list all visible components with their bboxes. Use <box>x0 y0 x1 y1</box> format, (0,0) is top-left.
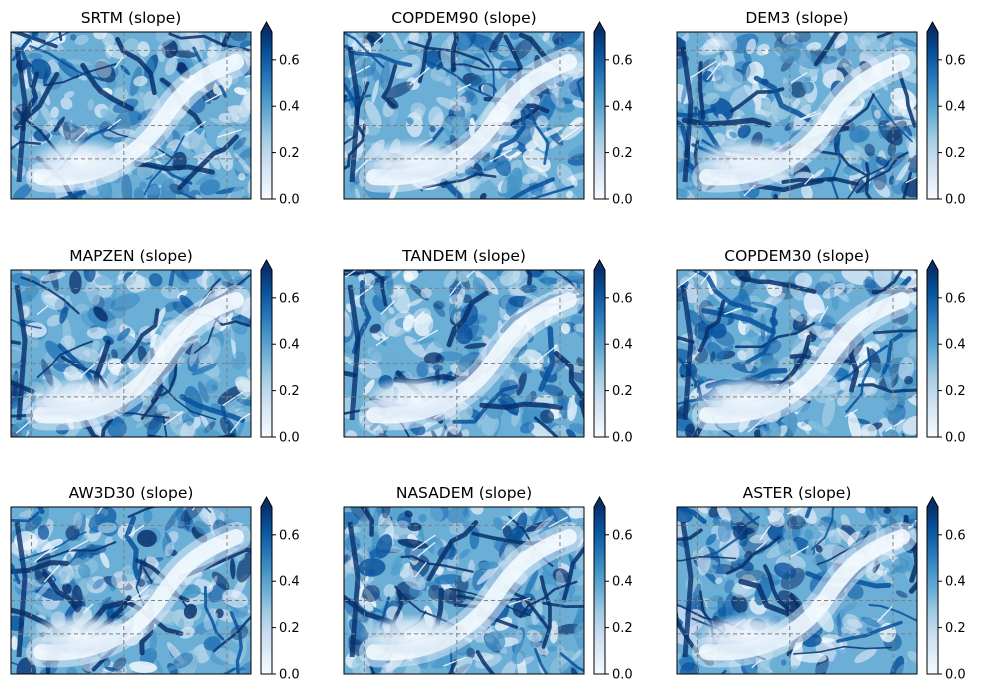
colorbar-tick-label: 0.4 <box>612 575 633 590</box>
panel-copdem90: COPDEM90 (slope) 0.0 0.2 0.4 0.6 <box>343 9 633 208</box>
axes-frame <box>10 269 252 438</box>
axes-frame <box>676 31 918 200</box>
colorbar-extend-arrow <box>927 22 938 32</box>
panel-aster: ASTER (slope) 0.0 0.2 0.4 0.6 <box>676 484 966 683</box>
axes-frame <box>10 31 252 200</box>
colorbar-extend-arrow <box>927 260 938 270</box>
colorbar: 0.0 0.2 0.4 0.6 <box>926 258 966 446</box>
colorbar-tick-label: 0.4 <box>279 100 300 115</box>
panel-srtm: SRTM (slope) 0.0 0.2 0.4 0.6 <box>10 9 300 208</box>
panel-mapzen: MAPZEN (slope) 0.0 0.2 0.4 0.6 <box>10 247 300 446</box>
colorbar-extend-arrow <box>261 260 272 270</box>
colorbar-tick-label: 0.6 <box>279 53 300 68</box>
panel-title: MAPZEN (slope) <box>69 247 193 265</box>
colorbar-tick-label: 0.2 <box>945 384 966 399</box>
colorbar: 0.0 0.2 0.4 0.6 <box>260 258 300 446</box>
panel-title: TANDEM (slope) <box>401 247 526 265</box>
colorbar-tick-label: 0.2 <box>612 384 633 399</box>
axes-frame <box>676 269 918 438</box>
axes-frame <box>10 506 252 675</box>
slope-heatmap <box>344 270 584 437</box>
colorbar-tick-label: 0.6 <box>612 291 633 306</box>
colorbar: 0.0 0.2 0.4 0.6 <box>926 495 966 683</box>
slope-heatmap <box>344 32 584 199</box>
colorbar-tick-label: 0.2 <box>612 621 633 636</box>
colorbar-tick-label: 0.2 <box>612 146 633 161</box>
colorbar-extend-arrow <box>927 497 938 507</box>
panel-title: NASADEM (slope) <box>396 484 532 502</box>
panel-title: AW3D30 (slope) <box>69 484 194 502</box>
colorbar-tick-label: 0.2 <box>945 146 966 161</box>
colorbar-tick-label: 0.0 <box>612 431 633 446</box>
axes-frame <box>343 506 585 675</box>
panel-aw3d30: AW3D30 (slope) 0.0 0.2 0.4 0.6 <box>10 484 300 683</box>
colorbar-tick-label: 0.0 <box>279 431 300 446</box>
colorbar-tick-label: 0.2 <box>279 384 300 399</box>
colorbar-tick-label: 0.4 <box>945 338 966 353</box>
colorbar-tick-label: 0.0 <box>279 193 300 208</box>
colorbar-extend-arrow <box>594 497 605 507</box>
colorbar-tick-label: 0.0 <box>612 193 633 208</box>
colorbar-tick-label: 0.6 <box>945 528 966 543</box>
panel-tandem: TANDEM (slope) 0.0 0.2 0.4 0.6 <box>343 247 633 446</box>
panel-title: ASTER (slope) <box>743 484 852 502</box>
colorbar-tick-label: 0.4 <box>279 575 300 590</box>
colorbar-extend-arrow <box>261 22 272 32</box>
colorbar-extend-arrow <box>594 260 605 270</box>
colorbar-tick-label: 0.6 <box>279 291 300 306</box>
colorbar-tick-label: 0.6 <box>945 53 966 68</box>
colorbar-extend-arrow <box>261 497 272 507</box>
colorbar-tick-label: 0.2 <box>279 621 300 636</box>
panel-copdem30: COPDEM30 (slope) 0.0 0.2 0.4 0.6 <box>676 247 966 446</box>
panel-title: COPDEM90 (slope) <box>391 9 536 27</box>
panel-title: COPDEM30 (slope) <box>724 247 869 265</box>
colorbar: 0.0 0.2 0.4 0.6 <box>593 258 633 446</box>
colorbar-tick-label: 0.0 <box>279 668 300 683</box>
colorbar-tick-label: 0.0 <box>612 668 633 683</box>
colorbar-tick-label: 0.6 <box>612 528 633 543</box>
colorbar-tick-label: 0.6 <box>279 528 300 543</box>
slope-heatmap <box>11 32 251 199</box>
axes-frame <box>676 506 918 675</box>
slope-heatmap <box>11 507 251 674</box>
colorbar-tick-label: 0.4 <box>612 338 633 353</box>
colorbar-tick-label: 0.4 <box>612 100 633 115</box>
slope-heatmap <box>677 270 917 437</box>
axes-frame <box>343 31 585 200</box>
colorbar-tick-label: 0.0 <box>945 431 966 446</box>
colorbar-tick-label: 0.2 <box>945 621 966 636</box>
panel-nasadem: NASADEM (slope) 0.0 0.2 0.4 0.6 <box>343 484 633 683</box>
panel-dem3: DEM3 (slope) 0.0 0.2 0.4 0.6 <box>676 9 966 208</box>
slope-heatmap <box>344 507 584 674</box>
colorbar-tick-label: 0.6 <box>945 291 966 306</box>
colorbar-tick-label: 0.0 <box>945 668 966 683</box>
colorbar-tick-label: 0.6 <box>612 53 633 68</box>
colorbar: 0.0 0.2 0.4 0.6 <box>593 495 633 683</box>
panel-title: DEM3 (slope) <box>745 9 848 27</box>
colorbar-extend-arrow <box>594 22 605 32</box>
colorbar-tick-label: 0.4 <box>945 100 966 115</box>
slope-heatmap <box>11 270 251 437</box>
colorbar-tick-label: 0.0 <box>945 193 966 208</box>
colorbar: 0.0 0.2 0.4 0.6 <box>593 20 633 208</box>
colorbar: 0.0 0.2 0.4 0.6 <box>260 20 300 208</box>
colorbar-tick-label: 0.2 <box>279 146 300 161</box>
slope-heatmap <box>677 507 917 674</box>
colorbar-tick-label: 0.4 <box>279 338 300 353</box>
panel-title: SRTM (slope) <box>81 9 182 27</box>
colorbar-tick-label: 0.4 <box>945 575 966 590</box>
colorbar: 0.0 0.2 0.4 0.6 <box>260 495 300 683</box>
axes-frame <box>343 269 585 438</box>
slope-heatmap <box>677 32 917 199</box>
colorbar: 0.0 0.2 0.4 0.6 <box>926 20 966 208</box>
